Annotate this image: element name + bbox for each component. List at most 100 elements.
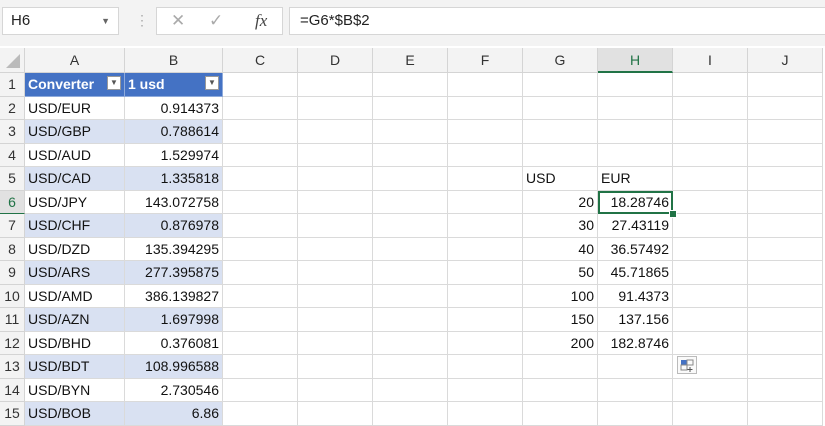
cell-G5[interactable]: USD (523, 167, 598, 191)
cell-C11[interactable] (223, 308, 298, 332)
cell-F3[interactable] (448, 120, 523, 144)
cell-E6[interactable] (373, 190, 448, 214)
cell-E14[interactable] (373, 378, 448, 402)
cell-I13[interactable] (673, 355, 748, 379)
cell-J3[interactable] (748, 120, 823, 144)
cell-D8[interactable] (298, 237, 373, 261)
cell-I11[interactable] (673, 308, 748, 332)
cell-D15[interactable] (298, 402, 373, 426)
column-header-F[interactable]: F (448, 48, 523, 73)
cell-A8[interactable]: USD/DZD (25, 237, 125, 261)
cell-D7[interactable] (298, 214, 373, 238)
cell-E8[interactable] (373, 237, 448, 261)
cell-D12[interactable] (298, 331, 373, 355)
cell-G7[interactable]: 30 (523, 214, 598, 238)
cell-D13[interactable] (298, 355, 373, 379)
cell-B12[interactable]: 0.376081 (125, 331, 223, 355)
cell-C13[interactable] (223, 355, 298, 379)
cell-H3[interactable] (598, 120, 673, 144)
column-header-J[interactable]: J (748, 48, 823, 73)
cell-H9[interactable]: 45.71865 (598, 261, 673, 285)
cell-J10[interactable] (748, 284, 823, 308)
row-header-9[interactable]: 9 (0, 261, 25, 285)
cell-G9[interactable]: 50 (523, 261, 598, 285)
cell-I3[interactable] (673, 120, 748, 144)
column-header-B[interactable]: B (125, 48, 223, 73)
cell-B1[interactable]: 1 usd ▼ (125, 73, 223, 97)
cell-J13[interactable] (748, 355, 823, 379)
column-header-D[interactable]: D (298, 48, 373, 73)
cell-D6[interactable] (298, 190, 373, 214)
cell-F12[interactable] (448, 331, 523, 355)
cell-B6[interactable]: 143.072758 (125, 190, 223, 214)
row-header-13[interactable]: 13 (0, 355, 25, 379)
cell-C10[interactable] (223, 284, 298, 308)
cell-C8[interactable] (223, 237, 298, 261)
cell-E15[interactable] (373, 402, 448, 426)
cell-D3[interactable] (298, 120, 373, 144)
cell-C9[interactable] (223, 261, 298, 285)
row-header-7[interactable]: 7 (0, 214, 25, 238)
cell-D10[interactable] (298, 284, 373, 308)
cell-A3[interactable]: USD/GBP (25, 120, 125, 144)
cell-A6[interactable]: USD/JPY (25, 190, 125, 214)
cell-F10[interactable] (448, 284, 523, 308)
cell-B3[interactable]: 0.788614 (125, 120, 223, 144)
column-header-G[interactable]: G (523, 48, 598, 73)
cell-F6[interactable] (448, 190, 523, 214)
quick-analysis-icon[interactable] (677, 356, 697, 374)
cell-A11[interactable]: USD/AZN (25, 308, 125, 332)
cell-B10[interactable]: 386.139827 (125, 284, 223, 308)
cell-I14[interactable] (673, 378, 748, 402)
row-header-12[interactable]: 12 (0, 331, 25, 355)
cell-G6[interactable]: 20 (523, 190, 598, 214)
cell-J11[interactable] (748, 308, 823, 332)
cell-G8[interactable]: 40 (523, 237, 598, 261)
cell-E13[interactable] (373, 355, 448, 379)
cell-E4[interactable] (373, 143, 448, 167)
cell-E12[interactable] (373, 331, 448, 355)
cell-H1[interactable] (598, 73, 673, 97)
cell-D4[interactable] (298, 143, 373, 167)
cell-C6[interactable] (223, 190, 298, 214)
cell-E11[interactable] (373, 308, 448, 332)
filter-dropdown-icon[interactable]: ▼ (205, 76, 219, 90)
cell-A4[interactable]: USD/AUD (25, 143, 125, 167)
cell-I12[interactable] (673, 331, 748, 355)
drag-handle-icon[interactable]: ⋮ (135, 12, 149, 28)
cell-B7[interactable]: 0.876978 (125, 214, 223, 238)
cell-E10[interactable] (373, 284, 448, 308)
cell-E2[interactable] (373, 96, 448, 120)
select-all-button[interactable] (0, 48, 25, 73)
cell-B15[interactable]: 6.86 (125, 402, 223, 426)
cell-F1[interactable] (448, 73, 523, 97)
cell-J9[interactable] (748, 261, 823, 285)
cell-F13[interactable] (448, 355, 523, 379)
cell-H12[interactable]: 182.8746 (598, 331, 673, 355)
filter-dropdown-icon[interactable]: ▼ (107, 76, 121, 90)
cell-A10[interactable]: USD/AMD (25, 284, 125, 308)
cell-B4[interactable]: 1.529974 (125, 143, 223, 167)
cell-D9[interactable] (298, 261, 373, 285)
cell-E5[interactable] (373, 167, 448, 191)
cell-G15[interactable] (523, 402, 598, 426)
cell-J12[interactable] (748, 331, 823, 355)
cell-D14[interactable] (298, 378, 373, 402)
cell-A13[interactable]: USD/BDT (25, 355, 125, 379)
cell-C1[interactable] (223, 73, 298, 97)
cell-A12[interactable]: USD/BHD (25, 331, 125, 355)
fx-icon[interactable]: fx (255, 11, 268, 30)
cell-J2[interactable] (748, 96, 823, 120)
row-header-6[interactable]: 6 (0, 190, 25, 214)
cell-B5[interactable]: 1.335818 (125, 167, 223, 191)
cell-B8[interactable]: 135.394295 (125, 237, 223, 261)
cell-I2[interactable] (673, 96, 748, 120)
row-header-11[interactable]: 11 (0, 308, 25, 332)
column-header-E[interactable]: E (373, 48, 448, 73)
cell-I6[interactable] (673, 190, 748, 214)
cell-C3[interactable] (223, 120, 298, 144)
cell-I1[interactable] (673, 73, 748, 97)
cell-F9[interactable] (448, 261, 523, 285)
cell-J7[interactable] (748, 214, 823, 238)
cell-C7[interactable] (223, 214, 298, 238)
